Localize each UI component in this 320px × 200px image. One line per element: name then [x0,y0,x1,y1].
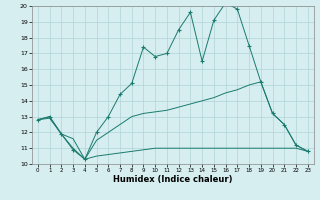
X-axis label: Humidex (Indice chaleur): Humidex (Indice chaleur) [113,175,233,184]
